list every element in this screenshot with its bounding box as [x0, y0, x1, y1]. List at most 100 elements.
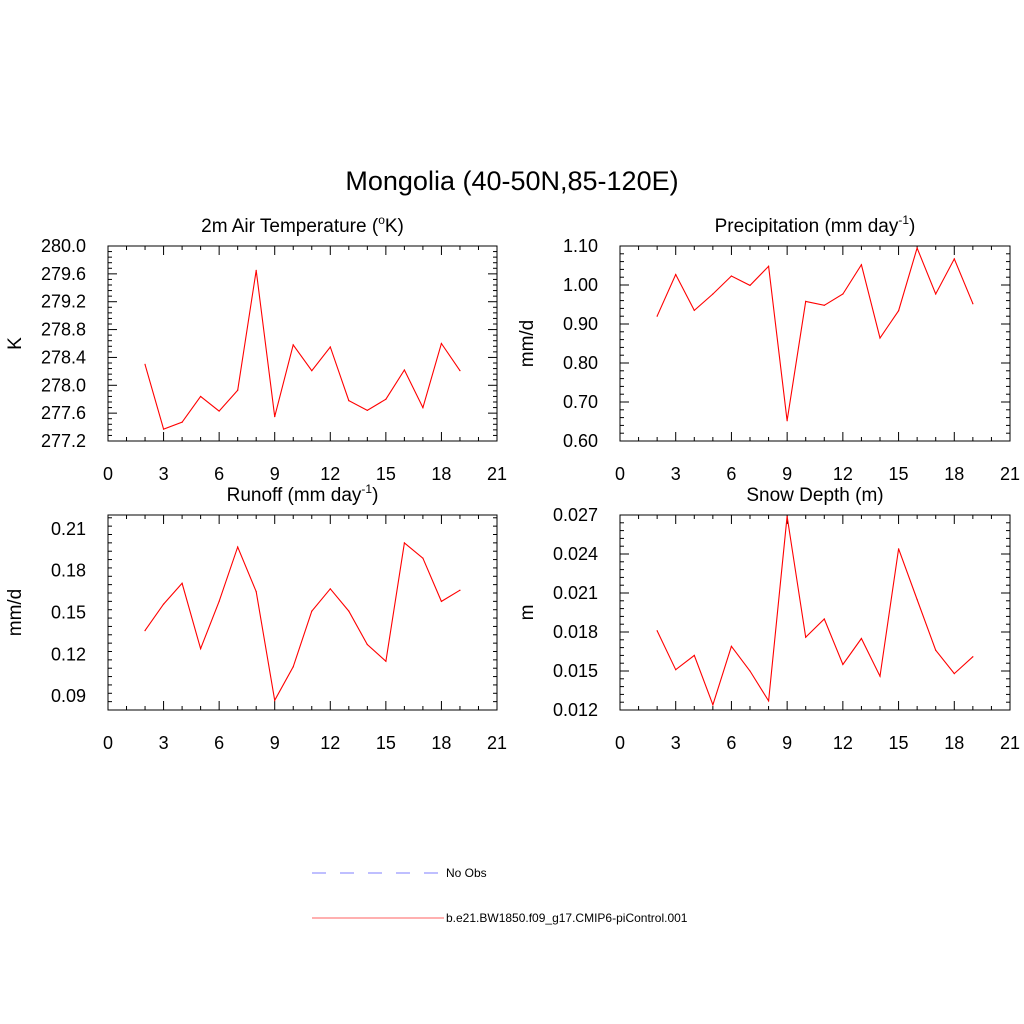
data-point [935, 293, 937, 295]
x-tick-label: 18 [944, 464, 964, 484]
y-tick-label: 277.2 [41, 431, 86, 451]
data-point [162, 603, 165, 605]
data-point [823, 304, 825, 306]
y-tick-label: 0.18 [51, 561, 86, 581]
data-point [693, 309, 695, 311]
data-point [860, 637, 863, 640]
data-point [255, 269, 257, 271]
x-tick-label: 0 [615, 464, 625, 484]
y-tick-label: 0.21 [51, 519, 86, 539]
x-tick-label: 15 [376, 464, 396, 484]
data-point [879, 337, 881, 339]
series-line-snow-depth [656, 516, 974, 707]
data-point [767, 700, 770, 702]
x-tick-label: 0 [103, 733, 113, 753]
data-point [953, 673, 955, 675]
x-tick-label: 9 [782, 464, 792, 484]
y-tick-label: 0.12 [51, 644, 86, 664]
panel-precipitation: Precipitation (mm day-1) mm/d 0 3 6 9 12 15 18 21… [517, 213, 1020, 484]
x-tick-label: 21 [487, 733, 507, 753]
x-tick-label: 6 [214, 733, 224, 753]
data-point [730, 645, 733, 647]
plot-frame [619, 245, 1011, 442]
plot-frame [107, 245, 498, 442]
series-line-precipitation [656, 246, 974, 421]
data-point [181, 582, 183, 584]
x-tick-label: 15 [376, 733, 396, 753]
x-tick-label: 15 [889, 733, 909, 753]
figure-title: Mongolia (40-50N,85-120E) [345, 166, 678, 196]
x-tick-label: 9 [782, 733, 792, 753]
data-point [459, 589, 461, 591]
y-axis-label: mm/d [5, 589, 26, 637]
panel-title-main: Snow Depth (m) [746, 485, 883, 506]
x-tick-label: 6 [726, 733, 736, 753]
plot-frame [619, 514, 1011, 711]
y-tick-label: 0.012 [553, 700, 598, 720]
y-axis-label: mm/d [517, 320, 538, 368]
panels-group: 2m Air Temperature (oK) K 0 3 6 9 12 15 18 21 277.… [5, 213, 1020, 753]
panel-title-tail: ) [909, 216, 915, 237]
y-axis-label: m [517, 605, 538, 621]
x-tick-label: 0 [103, 464, 113, 484]
panel-title: Snow Depth (m) [746, 485, 883, 506]
data-point [823, 618, 825, 620]
data-point [712, 293, 714, 295]
data-point [237, 546, 239, 548]
x-tick-label: 0 [615, 733, 625, 753]
data-point [440, 342, 443, 345]
x-tick-label: 12 [833, 464, 853, 484]
data-point [329, 588, 331, 590]
data-point [675, 669, 677, 671]
data-point [366, 409, 368, 411]
panel-title-main: 2m Air Temperature ( [201, 216, 379, 237]
data-point [144, 363, 146, 365]
x-tick-label: 21 [1000, 464, 1020, 484]
x-tick-label: 15 [889, 464, 909, 484]
y-tick-label: 1.10 [563, 236, 598, 256]
data-point [311, 370, 313, 372]
panel-title-main: Runoff (mm day [227, 485, 362, 506]
y-tick-label: 0.70 [563, 392, 598, 412]
data-point [916, 598, 918, 601]
data-point [805, 636, 807, 638]
data-point [916, 247, 918, 249]
panel-title: Runoff (mm day-1) [227, 482, 379, 506]
data-point [348, 610, 350, 612]
data-point [749, 670, 751, 672]
y-tick-label: 0.90 [563, 314, 598, 334]
data-point [403, 369, 405, 371]
panel-title-tail: ) [372, 485, 378, 506]
x-tick-label: 18 [431, 464, 451, 484]
panel-title-tail: K) [385, 216, 404, 237]
panel-title-superscript: -1 [898, 213, 909, 227]
y-axis-label: K [5, 337, 26, 350]
x-tick-label: 21 [487, 464, 507, 484]
data-point [786, 420, 788, 422]
y-tick-label: 280.0 [41, 236, 86, 256]
data-point [200, 648, 202, 650]
panel-runoff: Runoff (mm day-1) mm/d 0 3 6 9 12 15 18 21 0.09 0.1… [5, 482, 507, 753]
y-tick-label: 278.0 [41, 375, 86, 395]
data-point [860, 264, 863, 266]
y-tick-label: 0.15 [51, 603, 86, 623]
x-tick-label: 12 [320, 733, 340, 753]
data-point [897, 310, 900, 312]
data-point [274, 699, 276, 701]
data-point [403, 542, 405, 544]
data-point [656, 630, 658, 632]
data-point [440, 600, 443, 602]
data-point [972, 656, 974, 658]
x-tick-label: 6 [214, 464, 224, 484]
data-point [730, 275, 733, 277]
x-tick-label: 18 [431, 733, 451, 753]
data-point [255, 591, 257, 593]
data-point [385, 398, 387, 400]
x-tick-label: 18 [944, 733, 964, 753]
data-point [972, 303, 974, 305]
panel-title-superscript: o [378, 213, 385, 227]
y-tick-label: 0.018 [553, 622, 598, 642]
y-tick-label: 0.60 [563, 431, 598, 451]
data-point [385, 660, 387, 662]
